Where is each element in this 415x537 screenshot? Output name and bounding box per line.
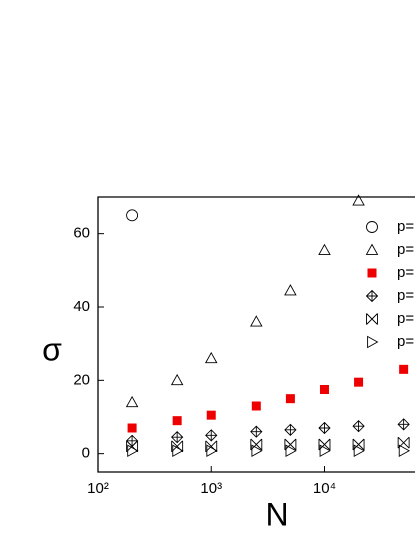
axes-frame — [97, 196, 415, 473]
point — [397, 436, 410, 449]
point — [206, 444, 218, 457]
point — [172, 416, 182, 426]
point — [284, 438, 297, 451]
legend-label: p= — [397, 218, 414, 235]
point — [250, 425, 263, 438]
point — [284, 284, 297, 296]
point — [125, 395, 139, 408]
point — [250, 315, 263, 327]
point — [319, 444, 331, 457]
point — [398, 444, 411, 457]
legend-label: p= — [397, 287, 414, 304]
point — [172, 444, 184, 457]
point — [126, 209, 139, 222]
x-tick-label: 10⁴ — [313, 480, 336, 497]
x-tick-label: 10² — [87, 480, 109, 497]
point — [318, 421, 331, 435]
point — [170, 373, 184, 386]
point — [318, 438, 331, 451]
y-axis-label: σ — [42, 331, 62, 367]
point — [171, 440, 184, 453]
point — [285, 394, 295, 404]
point — [352, 420, 365, 433]
point — [127, 444, 139, 457]
legend-label: p= — [397, 310, 414, 327]
legend-marker — [366, 221, 378, 233]
legend-label: p= — [397, 241, 414, 258]
legend-marker — [367, 335, 379, 349]
point — [352, 438, 365, 451]
point — [127, 423, 137, 433]
legend-marker — [365, 289, 379, 303]
point — [397, 418, 410, 431]
point — [285, 444, 297, 457]
x-axis-label: N — [265, 496, 288, 532]
point — [205, 429, 218, 442]
legend-marker — [367, 268, 377, 278]
point — [352, 194, 365, 206]
point — [205, 440, 218, 453]
point — [125, 434, 139, 447]
point — [399, 364, 409, 374]
point — [319, 385, 329, 394]
point — [126, 440, 139, 453]
x-tick-label: 10³ — [200, 480, 222, 497]
legend-marker — [366, 313, 378, 325]
legend-label: p= — [397, 264, 414, 281]
y-tick-label: 40 — [73, 298, 90, 315]
point — [250, 438, 263, 451]
legend-label: p= — [397, 333, 414, 350]
point — [251, 401, 261, 411]
point — [318, 243, 331, 256]
y-tick-label: 0 — [82, 445, 90, 462]
point — [171, 431, 184, 444]
point — [204, 351, 218, 364]
y-tick-label: 60 — [73, 225, 90, 242]
y-tick-label: 20 — [73, 371, 90, 388]
point — [206, 410, 216, 420]
point — [284, 423, 297, 436]
point — [354, 377, 364, 387]
point — [353, 444, 365, 457]
point — [251, 444, 263, 457]
legend-marker — [365, 243, 379, 255]
